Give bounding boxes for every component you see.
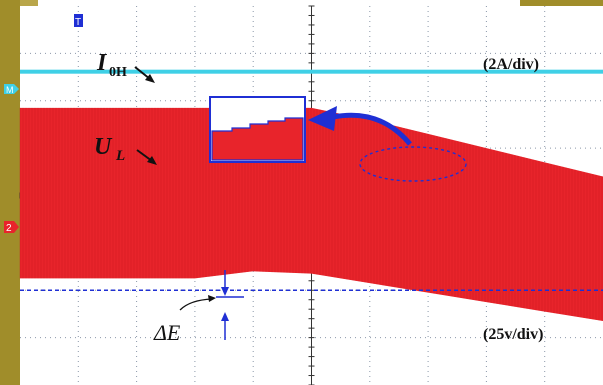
channel-m-marker: M (4, 84, 19, 95)
ul-label-sub: L (115, 148, 125, 164)
zoom-inset (209, 96, 306, 163)
delta-e-label: ΔE (153, 320, 181, 345)
voltage-scale-label: (25v/div) (483, 326, 543, 343)
svg-text:T: T (75, 17, 81, 28)
svg-text:2: 2 (6, 223, 12, 234)
ul-pointer-arrow (136, 149, 157, 165)
i0h-label-sub: 0H (109, 65, 127, 80)
ul-waveform (19, 107, 603, 322)
delta-e-markers (179, 270, 244, 340)
trigger-marker: T (74, 14, 83, 28)
top-left-tab (20, 0, 38, 6)
top-right-bezel (520, 0, 603, 6)
i0h-waveform (20, 69, 603, 74)
current-scale-label: (2A/div) (483, 56, 539, 73)
curved-arrow (308, 106, 412, 146)
highlight-ellipse (359, 146, 467, 182)
i0h-trace (20, 69, 603, 74)
left-bezel (0, 0, 20, 385)
svg-text:M: M (6, 85, 14, 95)
channel-2-marker: 2 (4, 221, 19, 234)
i0h-label-main: I (96, 50, 108, 76)
i0h-pointer-arrow (134, 66, 155, 83)
ul-envelope (20, 107, 603, 322)
ul-label-main: U (94, 134, 113, 160)
